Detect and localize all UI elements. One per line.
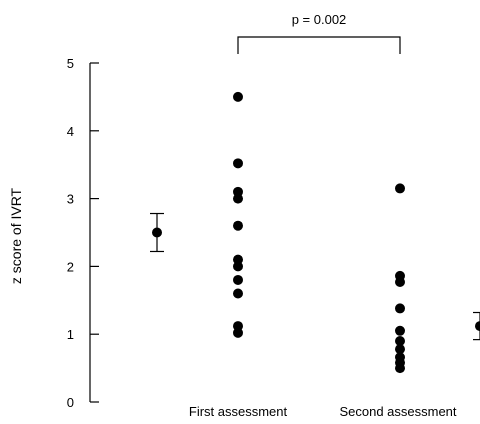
data-point — [233, 158, 243, 169]
data-point — [233, 274, 243, 285]
data-point — [395, 344, 405, 355]
data-point — [395, 363, 405, 374]
data-point — [233, 327, 243, 338]
reference-bar-mean-point — [152, 227, 162, 238]
data-point — [395, 183, 405, 194]
data-points — [233, 91, 405, 374]
y-tick-label: 0 — [67, 395, 74, 410]
data-point — [395, 303, 405, 314]
data-point — [233, 91, 243, 102]
data-point — [233, 220, 243, 231]
bracket-line — [237, 36, 401, 54]
reference-bar-mean-point — [475, 321, 480, 332]
reference-bars — [150, 212, 480, 341]
data-point — [233, 193, 243, 204]
y-axis-title: z score of IVRT — [8, 187, 24, 284]
y-tick-label: 1 — [67, 327, 74, 342]
data-point — [233, 261, 243, 272]
data-point — [395, 325, 405, 336]
p-value-label: p = 0.002 — [292, 12, 347, 27]
category-label: Second assessment — [339, 404, 456, 419]
category-label: First assessment — [189, 404, 288, 419]
data-point — [395, 276, 405, 287]
y-axis: 0 1 2 3 4 5 — [67, 56, 99, 410]
y-tick-label: 5 — [67, 56, 74, 71]
data-point — [395, 335, 405, 346]
y-tick-label: 2 — [67, 259, 74, 274]
y-tick-label: 3 — [67, 192, 74, 207]
significance-bracket: p = 0.002 — [237, 12, 401, 54]
y-tick-label: 4 — [67, 124, 74, 139]
category-labels: First assessment Second assessment — [189, 404, 457, 419]
data-point — [233, 288, 243, 299]
